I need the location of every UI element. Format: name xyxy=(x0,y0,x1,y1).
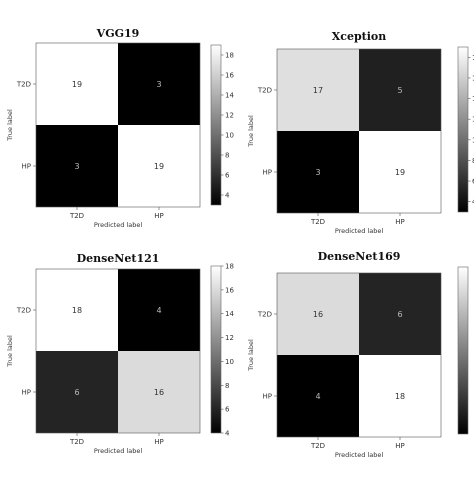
matrix-frame xyxy=(35,268,201,434)
y-tick-label: HP xyxy=(22,389,32,397)
matrix-cell xyxy=(36,269,118,351)
colorbar-tick-label: 16 xyxy=(225,72,234,80)
colorbar-tick-label: 14 xyxy=(225,310,234,318)
panel-title: DenseNet169 xyxy=(318,250,401,263)
cell-value: 3 xyxy=(74,162,79,171)
cell-value: 19 xyxy=(154,162,164,171)
colorbar xyxy=(457,266,469,435)
matrix-cell xyxy=(118,43,200,125)
matrix-cell xyxy=(118,125,200,207)
colorbar-tick-label: 8 xyxy=(225,152,229,160)
x-tick-label: HP xyxy=(395,218,405,226)
colorbar xyxy=(210,44,222,206)
matrix-cell xyxy=(359,131,441,213)
cell-value: 18 xyxy=(395,392,405,401)
x-tick-label: T2D xyxy=(69,438,84,446)
cell-value: 6 xyxy=(397,310,402,319)
colorbar xyxy=(457,46,469,213)
matrix-cell xyxy=(277,355,359,437)
colorbar-tick-label: 18 xyxy=(225,52,234,60)
matrix-cell xyxy=(118,351,200,433)
colorbar-tick-label: 10 xyxy=(225,358,234,366)
matrix-cell xyxy=(118,269,200,351)
matrix-cell xyxy=(359,273,441,355)
matrix-frame xyxy=(35,42,201,208)
y-tick-label: T2D xyxy=(257,87,272,95)
colorbar-tick-label: 10 xyxy=(225,132,234,140)
colorbar-tick-label: 18 xyxy=(225,263,234,271)
colorbar-tick-label: 14 xyxy=(225,92,234,100)
y-tick-label: T2D xyxy=(16,81,31,89)
panel-title: DenseNet121 xyxy=(77,252,160,265)
cell-value: 16 xyxy=(154,388,164,397)
cell-value: 17 xyxy=(313,86,323,95)
cell-value: 18 xyxy=(72,306,82,315)
y-tick-label: T2D xyxy=(257,311,272,319)
x-tick-label: T2D xyxy=(310,218,325,226)
y-tick-label: T2D xyxy=(16,307,31,315)
matrix-cell xyxy=(359,49,441,131)
panel-title: Xception xyxy=(332,30,387,43)
x-tick-label: HP xyxy=(154,212,164,220)
colorbar-tick-label: 18 xyxy=(472,54,474,62)
colorbar-tick-label: 8 xyxy=(225,382,229,390)
matrix-cell xyxy=(277,49,359,131)
cell-value: 3 xyxy=(156,80,161,89)
cell-value: 19 xyxy=(395,168,405,177)
colorbar-tick-label: 6 xyxy=(472,178,474,186)
colorbar-tick-label: 16 xyxy=(225,286,234,294)
colorbar-tick-label: 4 xyxy=(225,430,230,438)
colorbar-tick-label: 12 xyxy=(225,334,234,342)
colorbar xyxy=(210,265,222,434)
y-axis-label: True label xyxy=(247,339,255,372)
x-tick-label: HP xyxy=(395,442,405,450)
y-tick-label: HP xyxy=(263,169,273,177)
y-tick-label: HP xyxy=(263,393,273,401)
matrix-frame xyxy=(276,48,442,214)
y-axis-label: True label xyxy=(247,115,255,148)
matrix-cell xyxy=(277,131,359,213)
colorbar-tick-label: 4 xyxy=(225,192,230,200)
matrix-frame xyxy=(276,272,442,438)
matrix-cell xyxy=(36,125,118,207)
x-axis-label: Predicted label xyxy=(94,447,142,455)
panel-title: VGG19 xyxy=(96,27,140,40)
x-tick-label: T2D xyxy=(69,212,84,220)
x-tick-label: T2D xyxy=(310,442,325,450)
cell-value: 4 xyxy=(315,392,320,401)
colorbar-tick-label: 12 xyxy=(225,112,234,120)
matrix-cell xyxy=(277,273,359,355)
matrix-cell xyxy=(36,43,118,125)
colorbar-tick-label: 16 xyxy=(472,74,474,82)
y-tick-label: HP xyxy=(22,163,32,171)
x-axis-label: Predicted label xyxy=(335,227,383,235)
colorbar-tick-label: 8 xyxy=(472,157,474,165)
cell-value: 3 xyxy=(315,168,320,177)
x-axis-label: Predicted label xyxy=(94,221,142,229)
matrix-cell xyxy=(359,355,441,437)
colorbar-tick-label: 10 xyxy=(472,136,474,144)
cell-value: 19 xyxy=(72,80,82,89)
cell-value: 4 xyxy=(156,306,161,315)
y-axis-label: True label xyxy=(6,109,14,142)
colorbar-tick-label: 12 xyxy=(472,116,474,124)
cell-value: 5 xyxy=(397,86,402,95)
colorbar-tick-label: 4 xyxy=(472,198,474,206)
colorbar-tick-label: 6 xyxy=(225,406,230,414)
colorbar-tick-label: 6 xyxy=(225,172,230,180)
x-tick-label: HP xyxy=(154,438,164,446)
x-axis-label: Predicted label xyxy=(335,451,383,459)
cell-value: 16 xyxy=(313,310,323,319)
colorbar-tick-label: 14 xyxy=(472,95,474,103)
y-axis-label: True label xyxy=(6,335,14,368)
cell-value: 6 xyxy=(74,388,79,397)
matrix-cell xyxy=(36,351,118,433)
